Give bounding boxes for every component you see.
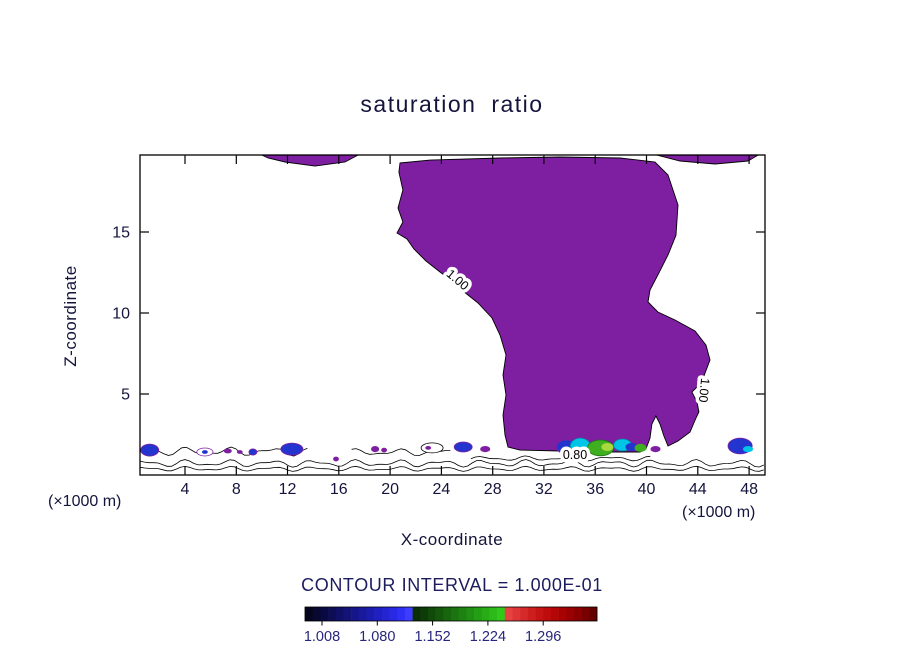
colorbar-step	[328, 607, 337, 621]
surface-patch	[453, 441, 473, 453]
colorbar-step	[481, 607, 490, 621]
colorbar-step	[389, 607, 398, 621]
x-tick-label: 36	[586, 481, 604, 498]
colorbar-step	[343, 607, 352, 621]
colorbar-step	[497, 607, 506, 621]
contour-label: 0.80	[563, 448, 587, 462]
colorbar-step	[320, 607, 329, 621]
y-tick-label: 5	[121, 387, 130, 404]
surface-patch	[202, 450, 208, 454]
colorbar-step	[520, 607, 529, 621]
colorbar-step	[420, 607, 429, 621]
colorbar-step	[535, 607, 544, 621]
colorbar-step	[443, 607, 452, 621]
colorbar-step	[435, 607, 444, 621]
surface-patch	[248, 448, 258, 456]
surface-contour-lines	[140, 446, 764, 472]
colorbar-step	[374, 607, 383, 621]
colorbar-step	[366, 607, 375, 621]
ground-contour-line	[140, 459, 764, 468]
x-tick-label: 24	[433, 481, 451, 498]
colorbar-step	[466, 607, 475, 621]
surface-patch	[634, 443, 647, 452]
colorbar-step	[404, 607, 413, 621]
x-tick-label: 8	[232, 481, 241, 498]
x-unit-right: (×1000 m)	[682, 504, 755, 521]
surface-patch	[236, 450, 243, 454]
surface-patch	[650, 446, 661, 453]
colorbar-frame	[304, 606, 598, 622]
colorbar-step	[573, 607, 582, 621]
colorbar-step	[305, 607, 313, 621]
colorbar-step	[512, 607, 521, 621]
ground-contour-line	[140, 465, 764, 472]
surface-patch	[381, 447, 387, 453]
colorbar-step	[381, 607, 390, 621]
colorbar-step	[397, 607, 406, 621]
colorbar-step	[550, 607, 559, 621]
contour-region-top-left-patch	[261, 154, 359, 167]
colorbar-step	[543, 607, 552, 621]
x-tick-label: 48	[740, 481, 758, 498]
colorbar-tick-label: 1.296	[525, 629, 561, 645]
surface-patch	[601, 443, 614, 451]
surface-patch	[625, 443, 638, 451]
colorbar: 1.008 1.080 1.152 1.224 1.296	[304, 606, 598, 645]
x-tick-label: 44	[689, 481, 707, 498]
surface-patch	[480, 446, 491, 453]
colorbar-step	[489, 607, 498, 621]
colorbar-step	[558, 607, 567, 621]
y-tick-label: 10	[112, 306, 130, 323]
x-unit-left: (×1000 m)	[48, 493, 121, 510]
colorbar-tick-label: 1.152	[414, 629, 450, 645]
contour-interval-caption: CONTOUR INTERVAL = 1.000E-01	[301, 575, 603, 595]
y-tick-label: 15	[112, 225, 130, 242]
colorbar-tick-label: 1.080	[359, 629, 395, 645]
surface-patch	[280, 442, 304, 456]
plot-frame	[139, 154, 766, 476]
colorbar-step	[451, 607, 459, 621]
x-axis-label: X-coordinate	[401, 530, 503, 549]
surface-patch	[371, 446, 380, 453]
x-tick-label: 12	[279, 481, 297, 498]
colorbar-step	[474, 607, 483, 621]
colorbar-step	[358, 607, 367, 621]
surface-patch	[425, 446, 432, 450]
x-tick-label: 32	[535, 481, 553, 498]
colorbar-step	[312, 607, 321, 621]
contour-label: 1.00	[696, 378, 712, 404]
surface-patch	[333, 456, 339, 462]
colorbar-step	[527, 607, 536, 621]
surface-patch	[140, 443, 160, 457]
filled-contour-regions	[261, 154, 760, 453]
x-tick-label: 28	[484, 481, 502, 498]
contour-region-top-right-patch	[656, 154, 760, 165]
contour-region-main-saturated-plume	[396, 156, 711, 453]
colorbar-step	[566, 607, 575, 621]
colorbar-step	[581, 607, 590, 621]
colorbar-step	[427, 607, 436, 621]
ground-contour-line	[470, 455, 651, 462]
surface-patch	[743, 446, 753, 453]
y-axis-label: Z-coordinate	[61, 265, 80, 366]
colorbar-step	[335, 607, 344, 621]
colorbar-step	[351, 607, 360, 621]
chart-title: saturation ratio	[360, 91, 543, 117]
colorbar-step	[458, 607, 467, 621]
colorbar-step	[504, 607, 513, 621]
x-tick-label: 16	[330, 481, 348, 498]
x-tick-label: 40	[638, 481, 656, 498]
colorbar-tick-label: 1.224	[470, 629, 506, 645]
x-tick-label: 4	[181, 481, 190, 498]
surface-patch	[223, 448, 232, 454]
surface-patch	[420, 442, 444, 454]
surface-patches	[140, 437, 753, 462]
colorbar-tick-label: 1.008	[304, 629, 340, 645]
x-tick-label: 20	[381, 481, 399, 498]
colorbar-step	[589, 607, 598, 621]
colorbar-step	[412, 607, 421, 621]
